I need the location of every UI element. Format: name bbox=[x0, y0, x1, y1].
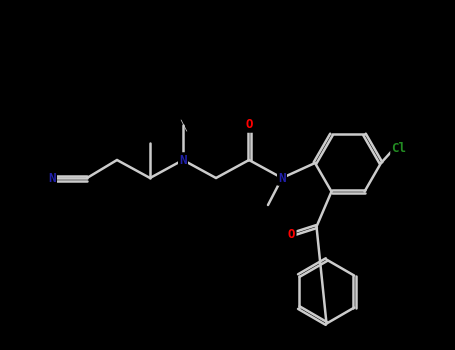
Text: N: N bbox=[278, 172, 286, 184]
Text: O: O bbox=[245, 119, 253, 132]
Text: O: O bbox=[288, 228, 295, 241]
Text: N: N bbox=[48, 172, 56, 184]
Text: N: N bbox=[179, 154, 187, 167]
Text: ╲: ╲ bbox=[180, 119, 186, 131]
Text: Cl: Cl bbox=[391, 141, 406, 154]
